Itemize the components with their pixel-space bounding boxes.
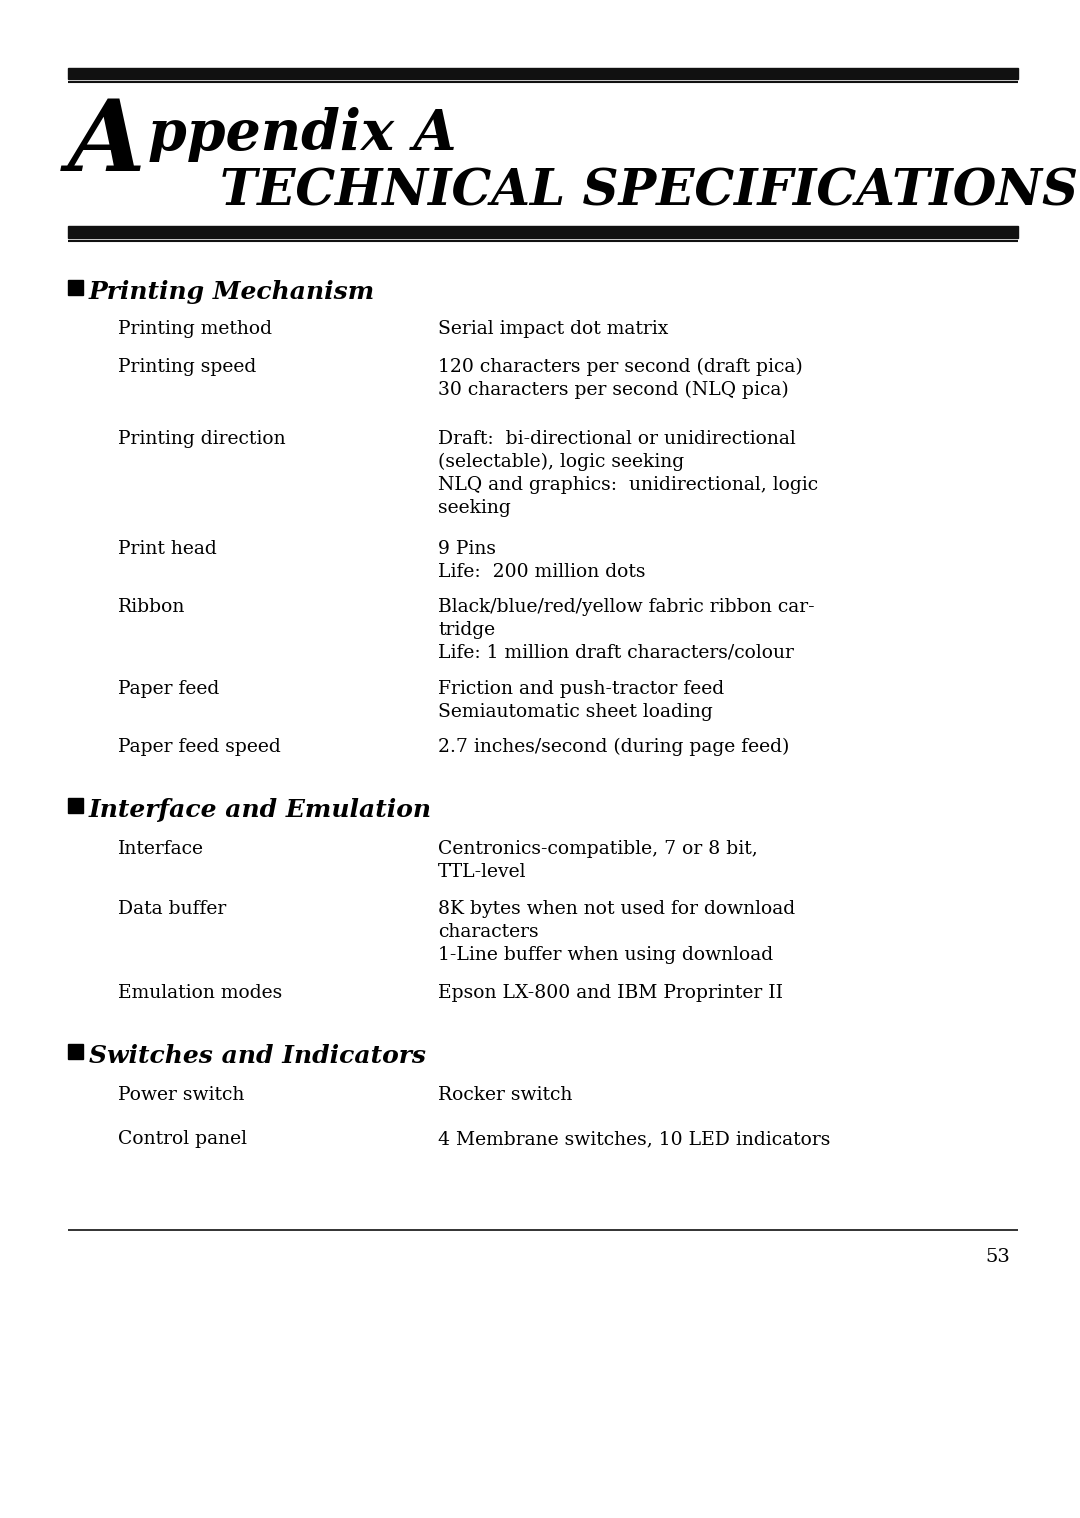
Text: A: A: [68, 96, 146, 191]
Text: Centronics-compatible, 7 or 8 bit,
TTL-level: Centronics-compatible, 7 or 8 bit, TTL-l…: [438, 839, 758, 880]
Text: 9 Pins
Life:  200 million dots: 9 Pins Life: 200 million dots: [438, 540, 646, 581]
Text: Ribbon: Ribbon: [118, 598, 186, 616]
Text: 8K bytes when not used for download
characters
1-Line buffer when using download: 8K bytes when not used for download char…: [438, 900, 795, 964]
Text: Control panel: Control panel: [118, 1129, 247, 1148]
Text: Serial impact dot matrix: Serial impact dot matrix: [438, 320, 669, 339]
Text: Epson LX-800 and IBM Proprinter II: Epson LX-800 and IBM Proprinter II: [438, 984, 783, 1002]
Text: Print head: Print head: [118, 540, 217, 559]
Text: 120 characters per second (draft pica)
30 characters per second (NLQ pica): 120 characters per second (draft pica) 3…: [438, 358, 802, 399]
Bar: [68, 798, 83, 814]
Text: Paper feed speed: Paper feed speed: [118, 738, 281, 756]
Bar: [68, 226, 1018, 238]
Text: Paper feed: Paper feed: [118, 680, 219, 698]
Text: 4 Membrane switches, 10 LED indicators: 4 Membrane switches, 10 LED indicators: [438, 1129, 831, 1148]
Text: TECHNICAL SPECIFICATIONS: TECHNICAL SPECIFICATIONS: [220, 168, 1078, 217]
Text: Data buffer: Data buffer: [118, 900, 226, 918]
Text: Rocker switch: Rocker switch: [438, 1085, 572, 1104]
Text: Interface and Emulation: Interface and Emulation: [89, 798, 432, 823]
Text: Printing speed: Printing speed: [118, 358, 256, 376]
Text: Power switch: Power switch: [118, 1085, 244, 1104]
Text: Printing Mechanism: Printing Mechanism: [89, 279, 375, 304]
Bar: [68, 279, 83, 294]
Bar: [68, 68, 1018, 79]
Text: Printing direction: Printing direction: [118, 430, 285, 448]
Text: Black/blue/red/yellow fabric ribbon car-
tridge
Life: 1 million draft characters: Black/blue/red/yellow fabric ribbon car-…: [438, 598, 814, 662]
Text: Draft:  bi-directional or unidirectional
(selectable), logic seeking
NLQ and gra: Draft: bi-directional or unidirectional …: [438, 430, 819, 518]
Text: Switches and Indicators: Switches and Indicators: [89, 1044, 426, 1069]
Text: Interface: Interface: [118, 839, 204, 858]
Text: 53: 53: [985, 1248, 1010, 1266]
Bar: [68, 1044, 83, 1060]
Text: 2.7 inches/second (during page feed): 2.7 inches/second (during page feed): [438, 738, 789, 756]
Text: Printing method: Printing method: [118, 320, 272, 339]
Text: ppendix A: ppendix A: [148, 106, 457, 162]
Text: Emulation modes: Emulation modes: [118, 984, 282, 1002]
Text: Friction and push-tractor feed
Semiautomatic sheet loading: Friction and push-tractor feed Semiautom…: [438, 680, 724, 721]
